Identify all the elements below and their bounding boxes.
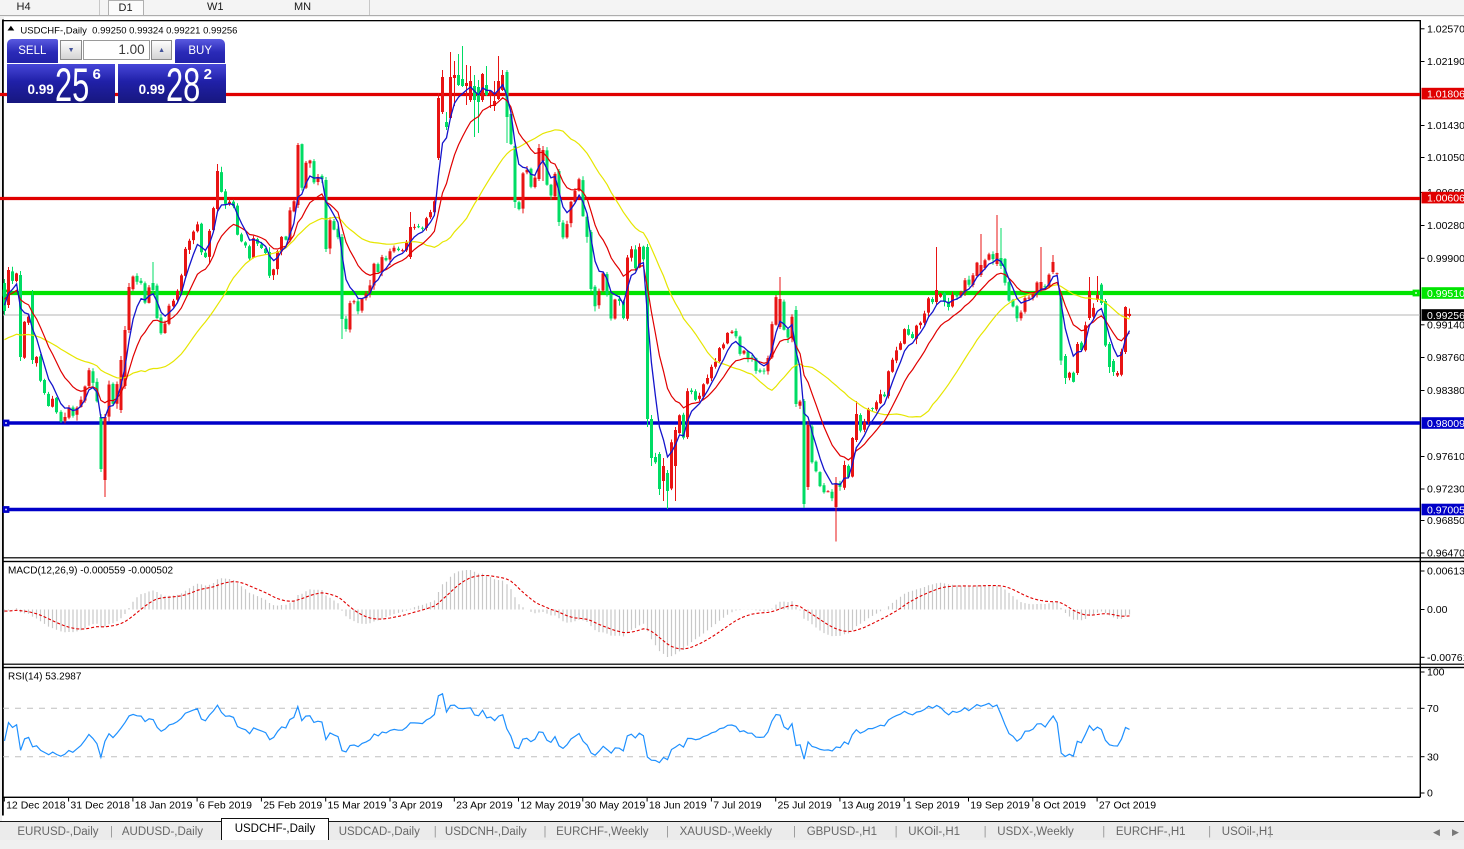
svg-text:31 Dec 2018: 31 Dec 2018	[70, 800, 130, 812]
svg-text:0.97005: 0.97005	[1427, 504, 1464, 516]
svg-text:7 Jul 2019: 7 Jul 2019	[713, 800, 762, 812]
svg-text:0.98380: 0.98380	[1427, 385, 1464, 397]
svg-text:0.97230: 0.97230	[1427, 484, 1464, 496]
svg-text:15 Mar 2019: 15 Mar 2019	[328, 800, 387, 812]
svg-text:70: 70	[1427, 703, 1439, 715]
svg-text:30 May 2019: 30 May 2019	[585, 800, 646, 812]
svg-text:12 May 2019: 12 May 2019	[520, 800, 581, 812]
svg-text:0.99510: 0.99510	[1427, 288, 1464, 300]
svg-text:-0.007612: -0.007612	[1427, 652, 1464, 664]
svg-text:27 Oct 2019: 27 Oct 2019	[1099, 800, 1156, 812]
svg-text:0.96850: 0.96850	[1427, 515, 1464, 527]
svg-text:30: 30	[1427, 751, 1439, 763]
svg-text:0.96470: 0.96470	[1427, 548, 1464, 560]
svg-text:1.00606: 1.00606	[1427, 192, 1464, 204]
svg-text:0.98009: 0.98009	[1427, 418, 1464, 430]
svg-text:3 Apr 2019: 3 Apr 2019	[392, 800, 443, 812]
svg-text:1.01806: 1.01806	[1427, 88, 1464, 100]
svg-text:0: 0	[1427, 788, 1433, 800]
svg-text:8 Oct 2019: 8 Oct 2019	[1035, 800, 1087, 812]
svg-text:23 Apr 2019: 23 Apr 2019	[456, 800, 513, 812]
svg-text:USDCHF-,Daily 0.99250 0.99324: USDCHF-,Daily 0.99250 0.99324 0.99221 0.…	[20, 26, 237, 37]
svg-text:1.01430: 1.01430	[1427, 120, 1464, 132]
svg-text:6 Feb 2019: 6 Feb 2019	[199, 800, 252, 812]
svg-text:MACD(12,26,9) -0.000559 -0.000: MACD(12,26,9) -0.000559 -0.000502	[8, 566, 174, 577]
svg-text:0.99900: 0.99900	[1427, 253, 1464, 265]
svg-text:1.01050: 1.01050	[1427, 152, 1464, 164]
svg-text:12 Dec 2018: 12 Dec 2018	[6, 800, 66, 812]
svg-text:1.00280: 1.00280	[1427, 220, 1464, 232]
svg-text:25 Jul 2019: 25 Jul 2019	[778, 800, 832, 812]
svg-text:1.02190: 1.02190	[1427, 56, 1464, 68]
svg-text:0.98760: 0.98760	[1427, 352, 1464, 364]
svg-text:19 Sep 2019: 19 Sep 2019	[970, 800, 1030, 812]
svg-text:18 Jan 2019: 18 Jan 2019	[135, 800, 193, 812]
svg-text:100: 100	[1427, 667, 1445, 679]
svg-text:1.02570: 1.02570	[1427, 23, 1464, 35]
svg-text:0.99256: 0.99256	[1427, 310, 1464, 322]
svg-text:18 Jun 2019: 18 Jun 2019	[649, 800, 707, 812]
svg-text:25 Feb 2019: 25 Feb 2019	[263, 800, 322, 812]
svg-text:0.00: 0.00	[1427, 604, 1448, 616]
svg-text:0.97610: 0.97610	[1427, 451, 1464, 463]
svg-text:1 Sep 2019: 1 Sep 2019	[906, 800, 960, 812]
svg-text:RSI(14) 53.2987: RSI(14) 53.2987	[8, 672, 82, 683]
svg-text:13 Aug 2019: 13 Aug 2019	[842, 800, 901, 812]
svg-text:0.00613: 0.00613	[1427, 566, 1464, 578]
